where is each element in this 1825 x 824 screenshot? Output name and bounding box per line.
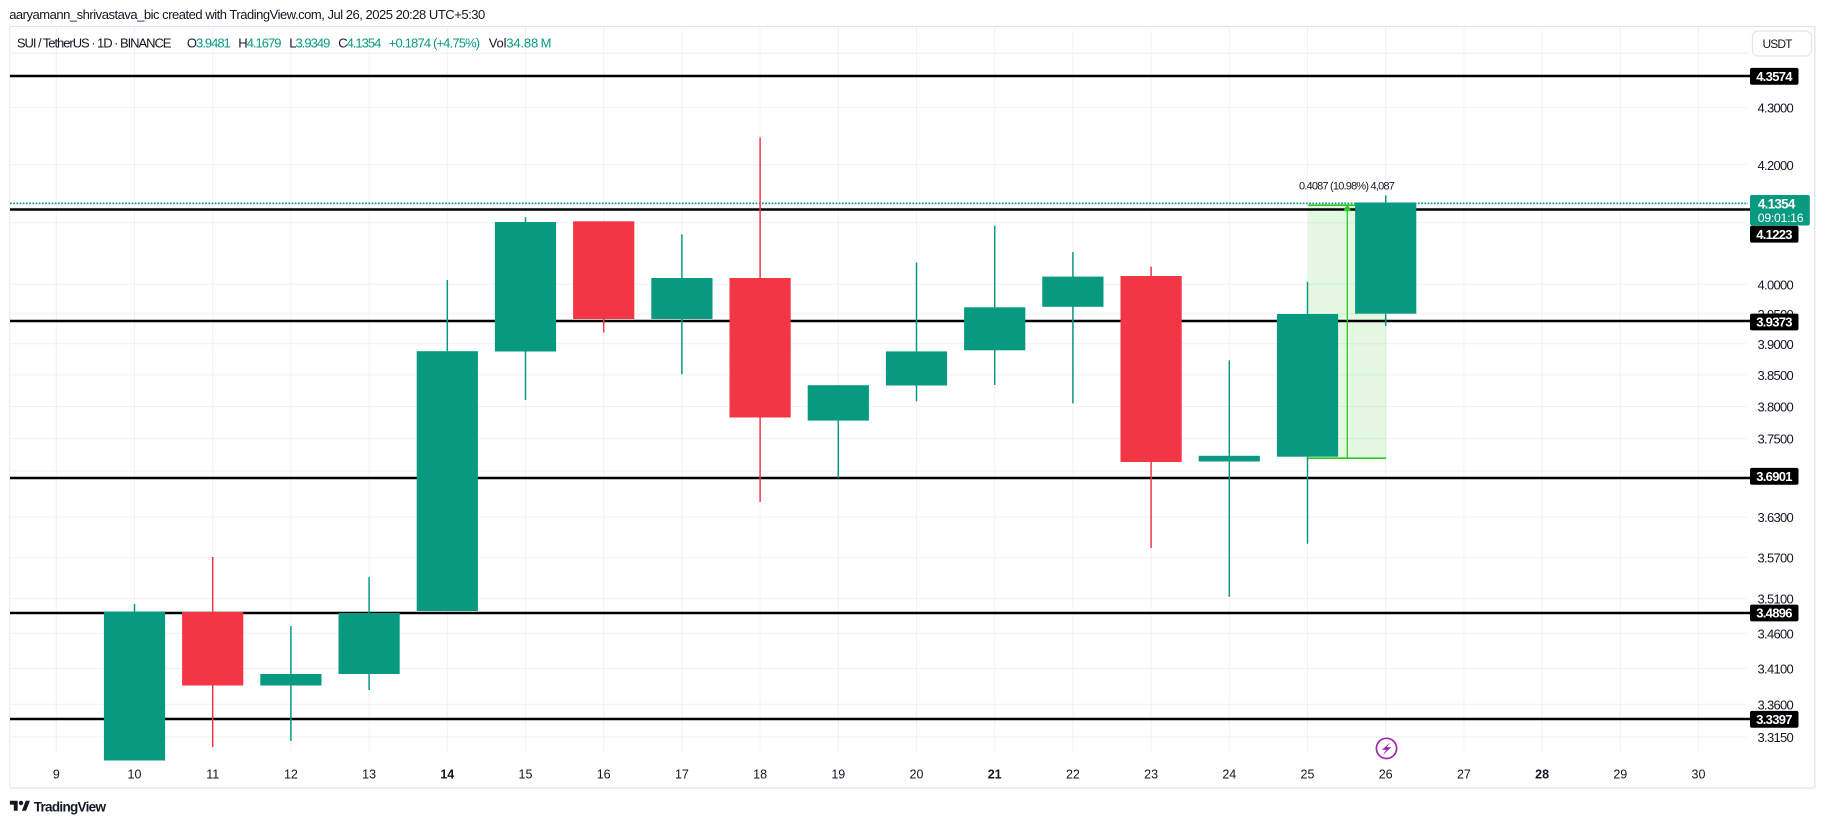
svg-text:3.3150: 3.3150 [1758, 730, 1794, 745]
svg-text:O3.9481: O3.9481 [187, 36, 231, 51]
svg-text:18: 18 [753, 768, 767, 782]
svg-text:4.0000: 4.0000 [1758, 277, 1794, 292]
svg-text:SUI / TetherUS · 1D · BINANCE: SUI / TetherUS · 1D · BINANCE [17, 36, 172, 51]
svg-text:3.8500: 3.8500 [1758, 368, 1794, 383]
svg-text:4.1223: 4.1223 [1756, 227, 1792, 242]
svg-text:09:01:16: 09:01:16 [1758, 211, 1804, 225]
svg-text:3.9000: 3.9000 [1758, 337, 1794, 352]
svg-text:13: 13 [362, 768, 376, 782]
svg-text:26: 26 [1379, 768, 1393, 782]
svg-text:3.3600: 3.3600 [1758, 697, 1794, 712]
svg-text:29: 29 [1613, 768, 1627, 782]
svg-text:12: 12 [284, 768, 298, 782]
svg-text:4.3574: 4.3574 [1756, 69, 1793, 84]
svg-text:11: 11 [206, 768, 219, 782]
svg-text:4.2000: 4.2000 [1758, 158, 1794, 173]
svg-text:+0.1874 (+4.75%): +0.1874 (+4.75%) [389, 36, 480, 51]
svg-text:0.4087 (10.98%) 4,087: 0.4087 (10.98%) 4,087 [1299, 181, 1395, 193]
svg-text:3.4896: 3.4896 [1756, 606, 1792, 621]
svg-text:TradingView: TradingView [34, 799, 107, 814]
svg-text:3.5700: 3.5700 [1758, 551, 1794, 566]
svg-text:3.6300: 3.6300 [1758, 510, 1794, 525]
svg-text:aaryamann_shrivastava_bic crea: aaryamann_shrivastava_bic created with T… [9, 7, 485, 22]
svg-text:H4.1679: H4.1679 [238, 36, 281, 51]
svg-text:22: 22 [1066, 768, 1080, 782]
svg-text:28: 28 [1535, 768, 1549, 782]
svg-text:10: 10 [128, 768, 142, 782]
svg-text:C4.1354: C4.1354 [338, 36, 381, 51]
svg-text:3.9373: 3.9373 [1756, 315, 1792, 330]
svg-text:20: 20 [910, 768, 924, 782]
svg-text:L3.9349: L3.9349 [289, 36, 330, 51]
svg-text:19: 19 [831, 768, 845, 782]
svg-text:Vol34.88M: Vol34.88 M [489, 36, 552, 51]
svg-text:3.4100: 3.4100 [1758, 662, 1794, 677]
svg-text:4.1354: 4.1354 [1758, 196, 1796, 211]
svg-text:21: 21 [988, 768, 1002, 782]
svg-text:3.7500: 3.7500 [1758, 432, 1794, 447]
svg-text:24: 24 [1222, 768, 1236, 782]
svg-text:3.8000: 3.8000 [1758, 400, 1794, 415]
svg-text:14: 14 [440, 768, 454, 782]
svg-text:16: 16 [597, 768, 611, 782]
svg-text:27: 27 [1457, 768, 1471, 782]
svg-text:23: 23 [1144, 768, 1158, 782]
svg-text:USDT: USDT [1762, 37, 1793, 51]
svg-text:15: 15 [519, 768, 533, 782]
svg-text:30: 30 [1692, 768, 1706, 782]
svg-text:3.5100: 3.5100 [1758, 592, 1794, 607]
svg-text:9: 9 [53, 768, 60, 782]
svg-text:17: 17 [675, 768, 689, 782]
svg-text:3.4600: 3.4600 [1758, 626, 1794, 641]
svg-text:4.3000: 4.3000 [1758, 101, 1794, 116]
svg-text:3.3397: 3.3397 [1756, 712, 1792, 727]
svg-text:25: 25 [1301, 768, 1315, 782]
svg-text:3.6901: 3.6901 [1756, 469, 1792, 484]
